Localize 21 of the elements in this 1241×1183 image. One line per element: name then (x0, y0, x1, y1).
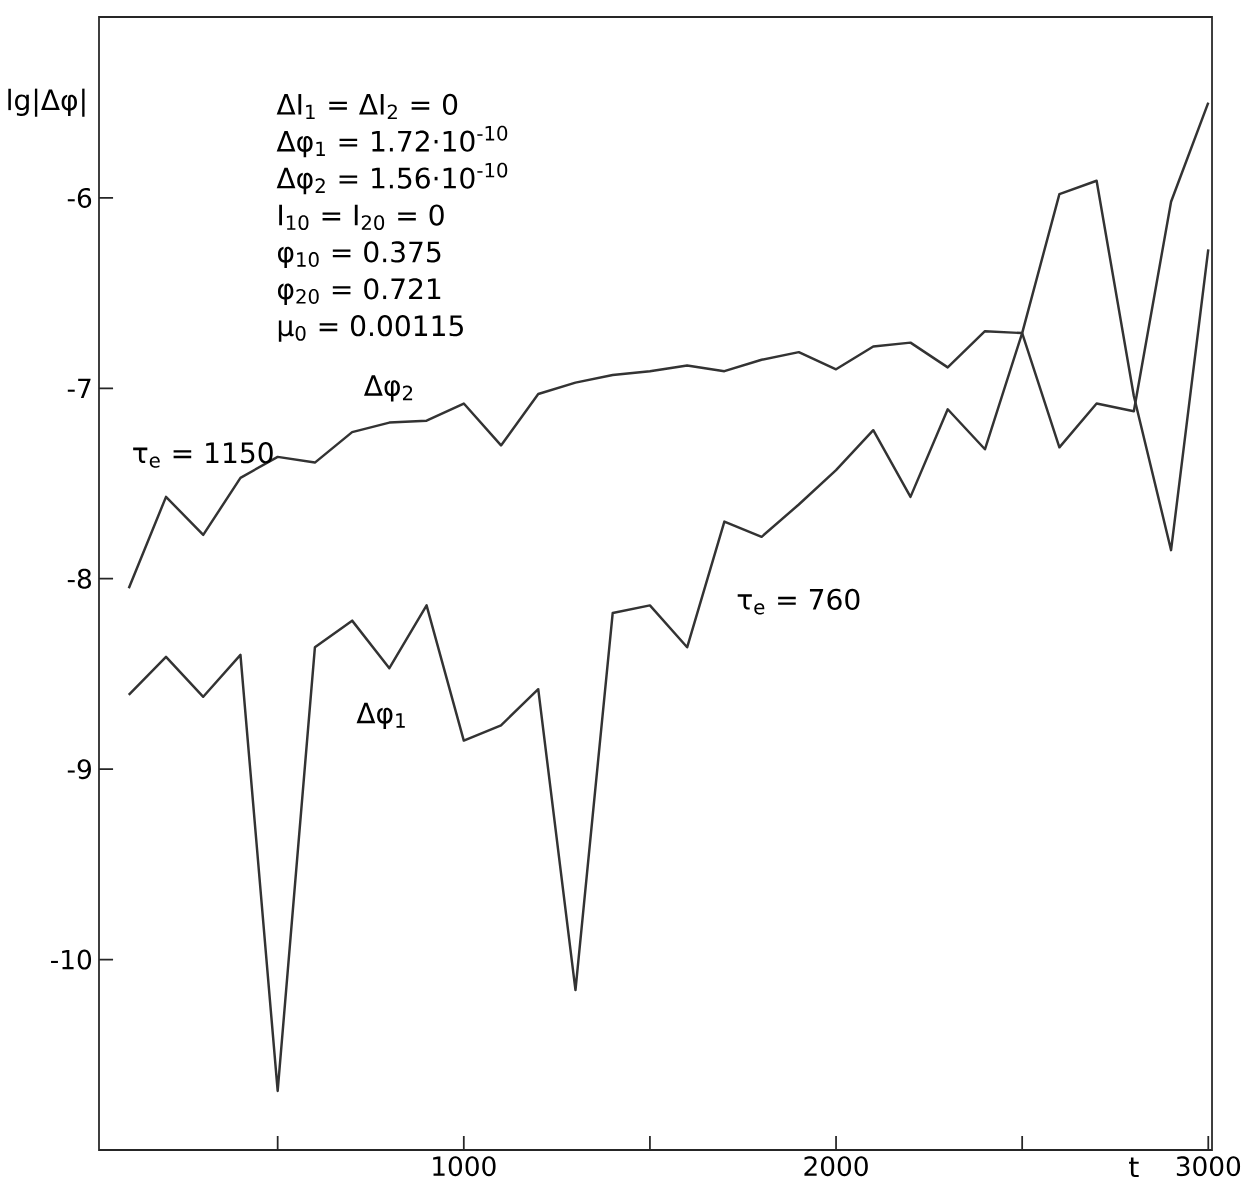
annotation: φ$_{20}$ = 0.721 (277, 278, 441, 305)
y-tick-label: -9 (67, 759, 91, 780)
x-tick-label: 3000 (1176, 1156, 1241, 1177)
y-tick-label: -7 (67, 378, 91, 398)
annotation: τ$_{e}$ = 1150 (133, 442, 273, 468)
y-tick-label: -10 (51, 949, 92, 970)
annotation: Δφ$_{1}$ = 1.72·10$^{-10}$ (276, 125, 508, 158)
x-axis-title: t (1129, 1157, 1139, 1178)
y-tick-label: -8 (67, 568, 91, 589)
series-label: Δφ$_{2}$ (363, 375, 413, 402)
annotation: τ$_{e}$ = 760 (737, 588, 860, 615)
annotation: μ$_{0}$ = 0.00115 (278, 315, 463, 342)
x-tick-label: 2000 (804, 1156, 868, 1177)
y-tick-label: -6 (67, 187, 92, 208)
annotation: ΔI$_{1}$ = ΔI$_{2}$ = 0 (276, 93, 458, 120)
y-axis-title: lg|Δφ| (8, 88, 85, 117)
annotation: Δφ$_{2}$ = 1.56·10$^{-10}$ (276, 162, 508, 195)
annotation: I$_{10}$ = I$_{20}$ = 0 (279, 204, 444, 231)
annotation: φ$_{10}$ = 0.375 (277, 241, 441, 268)
series-label: Δφ$_{1}$ (356, 702, 405, 730)
x-tick-label: 1000 (433, 1156, 496, 1177)
